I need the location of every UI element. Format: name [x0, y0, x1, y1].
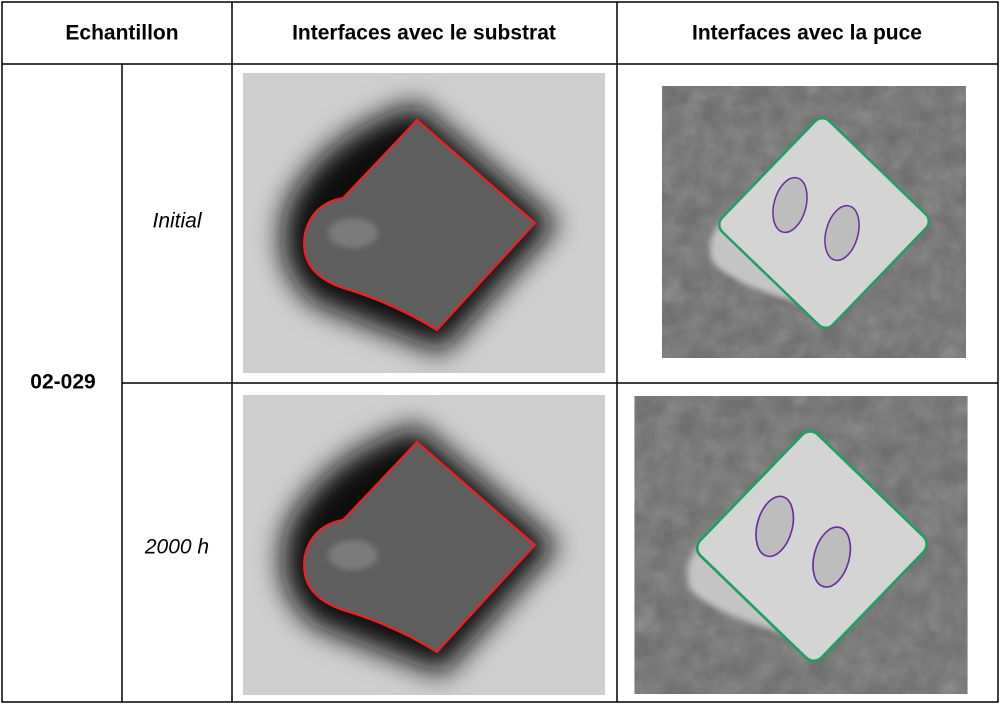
substrate-image-initial: [243, 73, 605, 373]
header-cell: Interfaces avec le substrat: [292, 22, 556, 45]
sample-id: 02-029: [30, 371, 95, 394]
header-cell: Echantillon: [65, 22, 178, 45]
header-cell: Interfaces avec la puce: [692, 22, 922, 45]
condition: 2000 h: [144, 536, 209, 559]
chip-image-initial: [662, 86, 966, 358]
substrate-image-2000h: [243, 395, 605, 695]
condition: Initial: [152, 210, 202, 233]
chip-image-2000h: [634, 396, 967, 694]
